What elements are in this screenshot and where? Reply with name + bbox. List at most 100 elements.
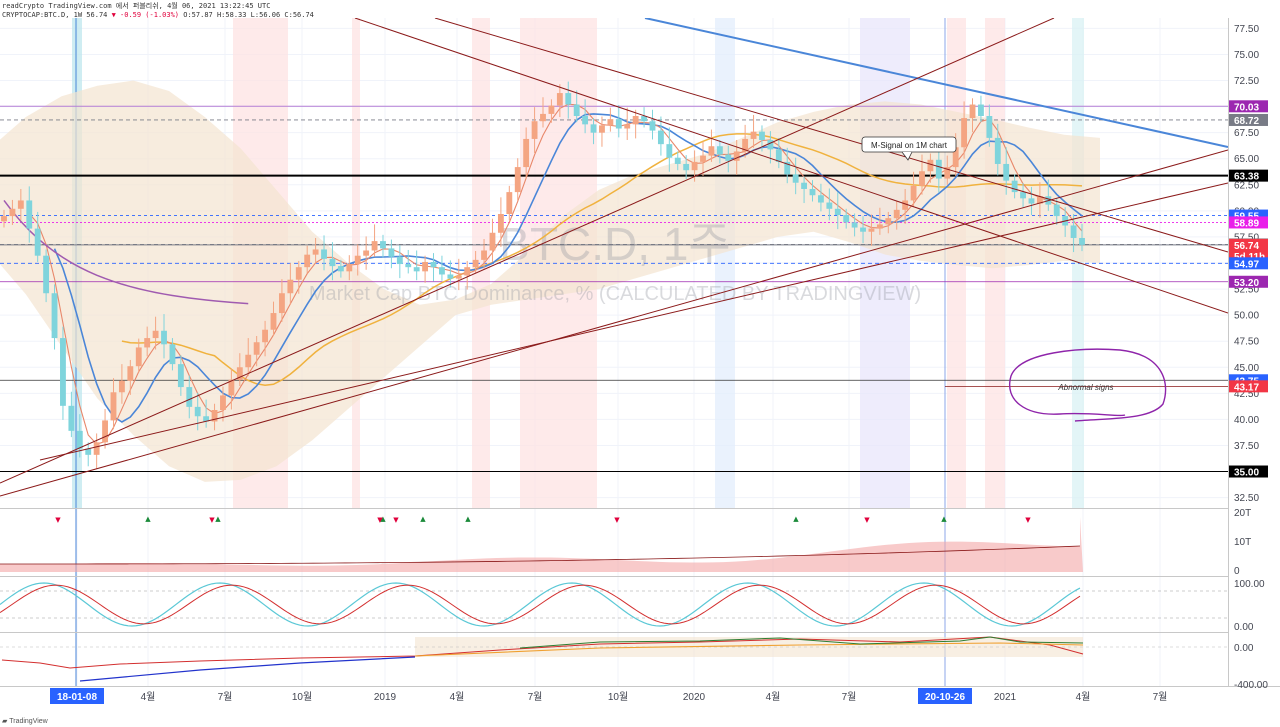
x-tick-label: 7월 [842,691,857,703]
candle-body [506,192,513,214]
price-tag-box [1229,380,1268,393]
osc1-tick-label: 0 [1234,566,1240,577]
osc1-area [0,517,1083,572]
candle-body [211,410,218,422]
candle-body [304,254,311,268]
price-tag-box [1229,257,1268,270]
candle-body [750,131,757,139]
x-tick-label: 10월 [292,691,312,703]
trendline-descending-1 [354,18,1228,314]
ichimoku-cloud [0,80,1100,482]
m-signal-label: M-Signal on 1M chart [871,141,948,150]
time-axis[interactable]: 18-01-08 4월 7월 10월 2019 4월 7월 10월 2020 4월 7월 20-10-… [50,688,1167,704]
trendline-ascending-steep [0,18,1055,484]
x-tick-label: 20-10-26 [925,692,965,703]
momentum-pane: 0.00 -400.00 [0,636,1268,691]
y-tick-label: 77.50 [1234,24,1259,35]
candle-body [708,146,715,156]
candle-body [582,116,589,125]
hand-drawn-ellipse [1009,348,1167,422]
signal-down-marker: ▼ [377,516,383,524]
candle-body [51,293,58,339]
x-highlight-box [50,688,104,704]
candle-body [489,232,496,251]
publish-line: readCrypto TradingView.com 에서 퍼블리쉬, 4월 0… [2,2,271,10]
candle-body [944,167,951,179]
candle-body [144,338,151,348]
abnormal-signs-label: Abnormal signs [1057,383,1113,392]
trendline-ascending-long [0,149,1228,497]
candle-body [691,161,698,171]
candle-body [919,171,925,186]
candle-body [312,249,319,255]
candle-body [792,174,799,183]
x-tick-label: 4월 [1076,691,1091,703]
x-tick-label: 7월 [528,691,543,703]
signal-down-marker: ▼ [393,516,399,524]
candle-body [1070,225,1077,238]
candle-body [759,131,765,140]
x-tick-label: 4월 [450,691,465,703]
candle-body [548,105,555,114]
abnormal-signs-annotation[interactable]: Abnormal signs [945,348,1228,422]
candle-body [599,125,605,133]
signal-down-marker: ▼ [1025,516,1031,524]
signal-up-marker: ▲ [215,515,221,523]
candle-body [9,208,16,217]
pane-separators [0,18,1280,687]
candle-body [514,167,521,193]
price-tag-label: 56.74 [1234,241,1259,252]
y-tick-label: 62.50 [1234,180,1259,191]
candle-body [1020,192,1026,199]
osc2-tick-label: 100.00 [1234,579,1265,590]
candle-body [329,258,336,267]
price-tag-label: 53.20 [1234,278,1259,289]
candle-body [590,124,597,133]
osc3-band [415,637,1083,657]
price-tag-label: 35.00 [1234,468,1259,479]
candle-body [952,147,959,168]
candle-body [447,274,454,279]
osc2-fast-line [0,582,1081,627]
x-tick-label: 4월 [141,691,156,703]
chart-header: readCrypto TradingView.com 에서 퍼블리쉬, 4월 0… [2,2,314,20]
candle-body [177,364,184,388]
candle-body [220,395,226,410]
candle-body [236,367,243,380]
watermark-description: Market Cap BTC Dominance, % (CALCULATED … [309,283,921,305]
signal-down-marker: ▼ [55,516,61,524]
trendline-blue-descending [644,18,1228,148]
candles [1,81,1085,469]
x-highlight-box [918,688,972,704]
watermark-symbol: BTC.D, 1주 [499,218,730,270]
candle-body [615,119,622,129]
candle-body [902,200,909,210]
x-tick-label: 4월 [766,691,781,703]
trendlines[interactable] [0,18,1228,497]
candle-body [152,330,159,339]
candle-body [34,228,41,256]
candle-body [767,139,774,150]
candle-body [994,137,1001,164]
price-tag-box [1229,275,1268,288]
candle-body [674,157,681,164]
signal-up-marker: ▲ [941,515,947,523]
price-tag-box [1229,169,1268,182]
candle-body [194,406,201,417]
price-tag-box [1229,216,1268,229]
candle-body [784,161,791,175]
m-signal-callout[interactable]: M-Signal on 1M chart [861,136,957,161]
candle-body [497,214,504,233]
price-tag-label: 58.89 [1234,218,1259,229]
candle-body [641,116,647,122]
candle-body [169,344,176,365]
m-signal-pointer [901,151,913,161]
last-price: 56.74 [86,11,108,19]
price-tag-box [1229,113,1268,126]
candle-body [978,104,984,116]
candle-body [186,387,193,407]
signal-up-marker: ▲ [380,515,386,523]
